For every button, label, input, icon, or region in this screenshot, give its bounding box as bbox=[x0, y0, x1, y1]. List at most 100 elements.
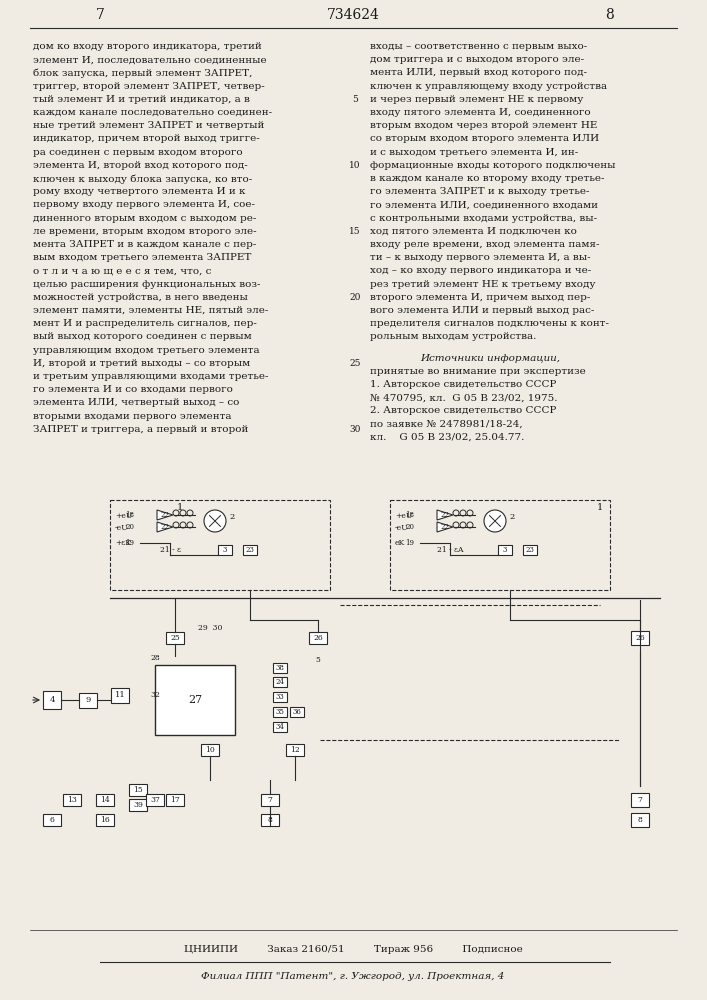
Text: 25: 25 bbox=[170, 634, 180, 642]
Text: 39: 39 bbox=[133, 801, 143, 809]
Bar bbox=[273, 707, 287, 717]
Text: пределителя сигналов подключены к конт-: пределителя сигналов подключены к конт- bbox=[370, 319, 609, 328]
Text: 14: 14 bbox=[100, 796, 110, 804]
Text: кл.    G 05 В 23/02, 25.04.77.: кл. G 05 В 23/02, 25.04.77. bbox=[370, 433, 525, 442]
Text: элемента И, второй вход которого под-: элемента И, второй вход которого под- bbox=[33, 161, 247, 170]
Bar bbox=[309, 632, 327, 644]
Text: 23: 23 bbox=[525, 546, 534, 554]
Text: 28: 28 bbox=[150, 654, 160, 662]
Text: вого элемента ИЛИ и первый выход рас-: вого элемента ИЛИ и первый выход рас- bbox=[370, 306, 595, 315]
Text: 19: 19 bbox=[126, 539, 134, 547]
Text: 17: 17 bbox=[170, 796, 180, 804]
Text: го элемента И и со входами первого: го элемента И и со входами первого bbox=[33, 385, 233, 394]
Bar bbox=[63, 794, 81, 806]
Bar bbox=[631, 793, 649, 807]
Text: второго элемента И, причем выход пер-: второго элемента И, причем выход пер- bbox=[370, 293, 590, 302]
Text: вым входом третьего элемента ЗАПРЕТ: вым входом третьего элемента ЗАПРЕТ bbox=[33, 253, 252, 262]
Text: и с выходом третьего элемента И, ин-: и с выходом третьего элемента И, ин- bbox=[370, 148, 578, 157]
Text: 5: 5 bbox=[352, 95, 358, 104]
Text: можностей устройства, в него введены: можностей устройства, в него введены bbox=[33, 293, 248, 302]
Text: 6: 6 bbox=[49, 816, 54, 824]
Text: 5: 5 bbox=[315, 656, 320, 664]
Text: ра соединен с первым входом второго: ра соединен с первым входом второго bbox=[33, 148, 243, 157]
Text: 23: 23 bbox=[245, 546, 255, 554]
Bar bbox=[155, 665, 235, 735]
Text: 10: 10 bbox=[349, 161, 361, 170]
Text: целью расширения функциональных воз-: целью расширения функциональных воз- bbox=[33, 280, 260, 289]
Text: -eU: -eU bbox=[395, 524, 409, 532]
Bar bbox=[286, 744, 304, 756]
Text: 22: 22 bbox=[440, 511, 450, 519]
Text: 9: 9 bbox=[86, 696, 90, 704]
Text: индикатор, причем второй выход тригге-: индикатор, причем второй выход тригге- bbox=[33, 134, 259, 143]
Text: входу реле времени, вход элемента памя-: входу реле времени, вход элемента памя- bbox=[370, 240, 600, 249]
Text: И, второй и третий выходы – со вторым: И, второй и третий выходы – со вторым bbox=[33, 359, 250, 368]
Text: 18: 18 bbox=[406, 511, 414, 519]
Text: ход – ко входу первого индикатора и че-: ход – ко входу первого индикатора и че- bbox=[370, 266, 591, 275]
Bar bbox=[110, 500, 330, 590]
Circle shape bbox=[204, 510, 226, 532]
Text: входы – соответственно с первым выхо-: входы – соответственно с первым выхо- bbox=[370, 42, 588, 51]
Text: 11: 11 bbox=[115, 691, 125, 699]
Text: ти – к выходу первого элемента И, а вы-: ти – к выходу первого элемента И, а вы- bbox=[370, 253, 590, 262]
Bar bbox=[273, 692, 287, 702]
Text: и третьим управляющими входами третье-: и третьим управляющими входами третье- bbox=[33, 372, 269, 381]
Text: +eU: +eU bbox=[395, 512, 412, 520]
Text: 19: 19 bbox=[406, 539, 414, 547]
Text: 8: 8 bbox=[267, 816, 272, 824]
Text: 37: 37 bbox=[150, 796, 160, 804]
Text: первому входу первого элемента И, сое-: первому входу первого элемента И, сое- bbox=[33, 200, 255, 209]
Text: 7: 7 bbox=[95, 8, 105, 22]
Text: 12: 12 bbox=[290, 746, 300, 754]
Text: дом ко входу второго индикатора, третий: дом ко входу второго индикатора, третий bbox=[33, 42, 262, 51]
Text: по заявке № 2478981/18-24,: по заявке № 2478981/18-24, bbox=[370, 420, 522, 429]
Text: мента ЗАПРЕТ и в каждом канале с пер-: мента ЗАПРЕТ и в каждом канале с пер- bbox=[33, 240, 257, 249]
Text: 21 - εA: 21 - εA bbox=[437, 546, 463, 554]
Text: элемент памяти, элементы НЕ, пятый эле-: элемент памяти, элементы НЕ, пятый эле- bbox=[33, 306, 269, 315]
Text: мент И и распределитель сигналов, пер-: мент И и распределитель сигналов, пер- bbox=[33, 319, 257, 328]
Text: № 470795, кл.  G 05 В 23/02, 1975.: № 470795, кл. G 05 В 23/02, 1975. bbox=[370, 393, 558, 402]
Text: го элемента ЗАПРЕТ и к выходу третье-: го элемента ЗАПРЕТ и к выходу третье- bbox=[370, 187, 590, 196]
Polygon shape bbox=[437, 522, 453, 532]
Bar bbox=[166, 632, 184, 644]
Bar bbox=[146, 794, 164, 806]
Text: мента ИЛИ, первый вход которого под-: мента ИЛИ, первый вход которого под- bbox=[370, 68, 587, 77]
Text: 8: 8 bbox=[638, 816, 643, 824]
Text: го элемента ИЛИ, соединенного входами: го элемента ИЛИ, соединенного входами bbox=[370, 200, 598, 209]
Bar bbox=[273, 677, 287, 687]
Bar bbox=[43, 814, 61, 826]
Text: 26: 26 bbox=[313, 634, 323, 642]
Text: тый элемент И и третий индикатор, а в: тый элемент И и третий индикатор, а в bbox=[33, 95, 250, 104]
Bar bbox=[43, 691, 61, 709]
Text: ключен к выходу блока запуска, ко вто-: ключен к выходу блока запуска, ко вто- bbox=[33, 174, 252, 184]
Text: ход пятого элемента И подключен ко: ход пятого элемента И подключен ко bbox=[370, 227, 577, 236]
Text: 16: 16 bbox=[100, 816, 110, 824]
Text: вый выход которого соединен с первым: вый выход которого соединен с первым bbox=[33, 332, 252, 341]
Text: со вторым входом второго элемента ИЛИ: со вторым входом второго элемента ИЛИ bbox=[370, 134, 599, 143]
Text: 2. Авторское свидетельство СССР: 2. Авторское свидетельство СССР bbox=[370, 406, 556, 415]
Text: ЗАПРЕТ и триггера, а первый и второй: ЗАПРЕТ и триггера, а первый и второй bbox=[33, 425, 248, 434]
Bar bbox=[273, 663, 287, 673]
Text: 35: 35 bbox=[276, 708, 284, 716]
Text: 30: 30 bbox=[349, 425, 361, 434]
Text: 4: 4 bbox=[49, 696, 54, 704]
Bar bbox=[129, 784, 147, 796]
Text: элемент И, последовательно соединенные: элемент И, последовательно соединенные bbox=[33, 55, 267, 64]
Bar bbox=[96, 794, 114, 806]
Text: 36: 36 bbox=[293, 708, 301, 716]
Text: 32: 32 bbox=[150, 691, 160, 699]
Text: 21 - ε: 21 - ε bbox=[160, 546, 180, 554]
Bar bbox=[261, 794, 279, 806]
Text: ЦНИИПИ         Заказ 2160/51         Тираж 956         Подписное: ЦНИИПИ Заказ 2160/51 Тираж 956 Подписное bbox=[184, 945, 522, 954]
Text: +eU: +eU bbox=[115, 512, 132, 520]
Text: каждом канале последовательно соединен-: каждом канале последовательно соединен- bbox=[33, 108, 272, 117]
Bar bbox=[79, 692, 97, 708]
Text: 20: 20 bbox=[126, 523, 134, 531]
Text: в каждом канале ко второму входу третье-: в каждом канале ко второму входу третье- bbox=[370, 174, 604, 183]
Text: 38: 38 bbox=[276, 664, 284, 672]
Text: 1: 1 bbox=[177, 503, 183, 512]
Text: элемента ИЛИ, четвертый выход – со: элемента ИЛИ, четвертый выход – со bbox=[33, 398, 240, 407]
Text: 15: 15 bbox=[349, 227, 361, 236]
Bar bbox=[523, 545, 537, 555]
Text: рольным выходам устройства.: рольным выходам устройства. bbox=[370, 332, 537, 341]
